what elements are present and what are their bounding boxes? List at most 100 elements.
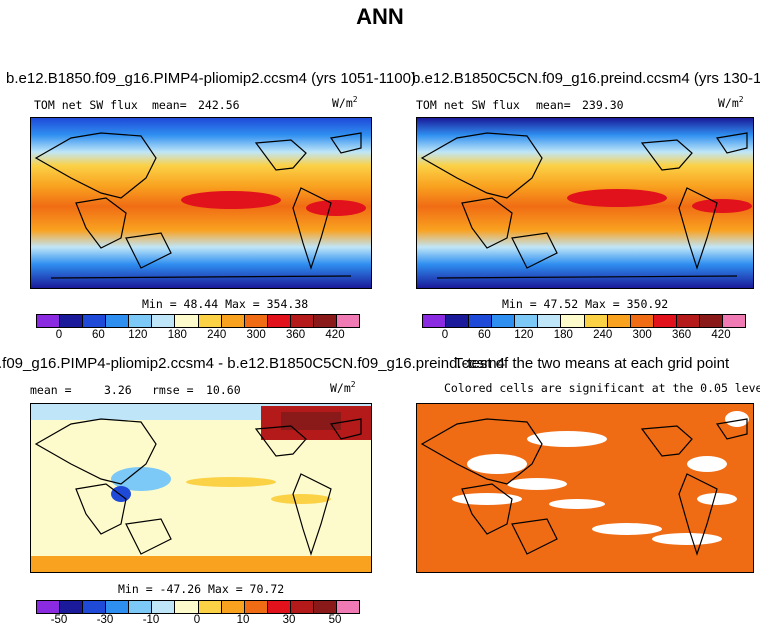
panel3-min-area	[111, 486, 131, 502]
panel1-colorbar	[36, 314, 360, 328]
colorbar-swatch	[129, 315, 153, 327]
colorbar-swatch	[198, 601, 222, 613]
panel2-atlantic-max	[692, 199, 752, 213]
colorbar-swatch	[267, 315, 291, 327]
colorbar-swatch	[446, 315, 470, 327]
colorbar-tick-label: 360	[671, 329, 692, 341]
colorbar-swatch	[129, 601, 153, 613]
panel3-colorbar	[36, 600, 360, 614]
panel1-variable: TOM net SW flux	[34, 98, 138, 112]
colorbar-swatch	[492, 315, 516, 327]
panel3-rmse-label: rmse =	[152, 383, 194, 397]
colorbar-swatch	[676, 315, 700, 327]
colorbar-swatch	[106, 601, 130, 613]
colorbar-swatch	[538, 315, 562, 327]
colorbar-tick-label: 30	[282, 614, 296, 626]
colorbar-tick-label: -30	[96, 614, 114, 626]
panel1-pacific-max	[181, 191, 281, 209]
colorbar-tick-label: -50	[50, 614, 68, 626]
panel2-coastlines	[420, 132, 748, 279]
colorbar-swatch	[561, 315, 585, 327]
panel2-colorbar-ticks: 0 60 120 180 240 300 360 420	[422, 329, 744, 343]
colorbar-swatch	[244, 315, 268, 327]
panel3-coastlines	[34, 418, 362, 556]
panel4-title: T-test of the two means at each grid poi…	[454, 355, 730, 372]
colorbar-swatch	[106, 315, 130, 327]
panel3-rmse: 10.60	[206, 383, 241, 397]
colorbar-swatch	[198, 315, 222, 327]
colorbar-tick-label: 10	[236, 614, 250, 626]
colorbar-tick-label: 60	[478, 329, 491, 341]
panel4-subtitle: Colored cells are significant at the 0.0…	[444, 381, 760, 395]
colorbar-swatch	[469, 315, 493, 327]
colorbar-swatch	[60, 315, 84, 327]
colorbar-swatch	[290, 315, 314, 327]
panel2-variable: TOM net SW flux	[416, 98, 520, 112]
colorbar-swatch	[175, 601, 199, 613]
colorbar-swatch	[313, 315, 338, 327]
panel2-map	[416, 117, 754, 289]
panel1-mean-label: mean=	[152, 98, 187, 112]
colorbar-swatch	[423, 315, 447, 327]
colorbar-swatch	[515, 315, 539, 327]
colorbar-swatch	[37, 315, 61, 327]
colorbar-tick-label: 0	[55, 329, 63, 341]
colorbar-tick-label: 60	[92, 329, 105, 341]
panel2-mean: 239.30	[582, 98, 624, 112]
colorbar-swatch	[630, 315, 654, 327]
panel3-mean: 3.26	[104, 383, 132, 397]
panel1-coastlines	[34, 132, 362, 279]
panel1-mean: 242.56	[198, 98, 240, 112]
page-title: ANN	[356, 4, 404, 29]
panel3-colorbar-ticks: -50 -30 -10 0 10 30 50	[36, 614, 358, 628]
panel2-mean-label: mean=	[536, 98, 571, 112]
panel2-units: W/m2	[718, 95, 744, 110]
colorbar-tick-label: 50	[328, 614, 342, 626]
panel1-atlantic-max	[306, 200, 366, 216]
colorbar-swatch	[290, 601, 314, 613]
colorbar-swatch	[607, 315, 631, 327]
colorbar-swatch	[175, 315, 199, 327]
colorbar-swatch	[37, 601, 61, 613]
colorbar-swatch	[152, 315, 176, 327]
panel3-map	[30, 403, 372, 573]
panel1-colorbar-ticks: 0 60 120 180 240 300 360 420	[36, 329, 358, 343]
colorbar-tick-label: 0	[441, 329, 449, 341]
colorbar-tick-label: 120	[514, 329, 534, 341]
colorbar-tick-label: -10	[142, 614, 160, 626]
colorbar-swatch	[723, 315, 746, 327]
colorbar-swatch	[337, 601, 360, 613]
panel1-title: b.e12.B1850.f09_g16.PIMP4-pliomip2.ccsm4…	[6, 70, 416, 87]
colorbar-swatch	[221, 315, 245, 327]
colorbar-swatch	[244, 601, 268, 613]
colorbar-tick-label: 420	[711, 329, 731, 341]
colorbar-tick-label: 420	[325, 329, 345, 341]
panel1-map	[30, 117, 372, 289]
colorbar-tick-label: 120	[128, 329, 148, 341]
panel2-pacific-max	[567, 189, 667, 207]
colorbar-tick-label: 180	[167, 329, 187, 341]
panel3-units: W/m2	[330, 380, 356, 395]
panel1-units: W/m2	[332, 95, 358, 110]
panel2-minmax: Min = 47.52 Max = 350.92	[502, 297, 669, 311]
colorbar-swatch	[337, 315, 360, 327]
panel4-coastlines	[420, 418, 748, 556]
colorbar-swatch	[83, 601, 107, 613]
colorbar-swatch	[60, 601, 84, 613]
panel3-title: .f09_g16.PIMP4-pliomip2.ccsm4 - b.e12.B1…	[0, 355, 505, 372]
colorbar-tick-label: 0	[193, 614, 201, 626]
panel3-mean-label: mean =	[30, 383, 72, 397]
colorbar-swatch	[83, 315, 107, 327]
colorbar-swatch	[653, 315, 677, 327]
colorbar-tick-label: 360	[285, 329, 306, 341]
colorbar-swatch	[152, 601, 176, 613]
panel2-title: b.e12.B1850C5CN.f09_g16.preind.ccsm4 (yr…	[412, 70, 760, 87]
panel4-nonsignificant-cells	[452, 411, 749, 545]
colorbar-swatch	[699, 315, 724, 327]
colorbar-swatch	[584, 315, 608, 327]
colorbar-tick-label: 300	[632, 329, 652, 341]
colorbar-tick-label: 300	[246, 329, 266, 341]
colorbar-swatch	[267, 601, 291, 613]
panel1-minmax: Min = 48.44 Max = 354.38	[142, 297, 309, 311]
colorbar-tick-label: 240	[207, 329, 227, 341]
